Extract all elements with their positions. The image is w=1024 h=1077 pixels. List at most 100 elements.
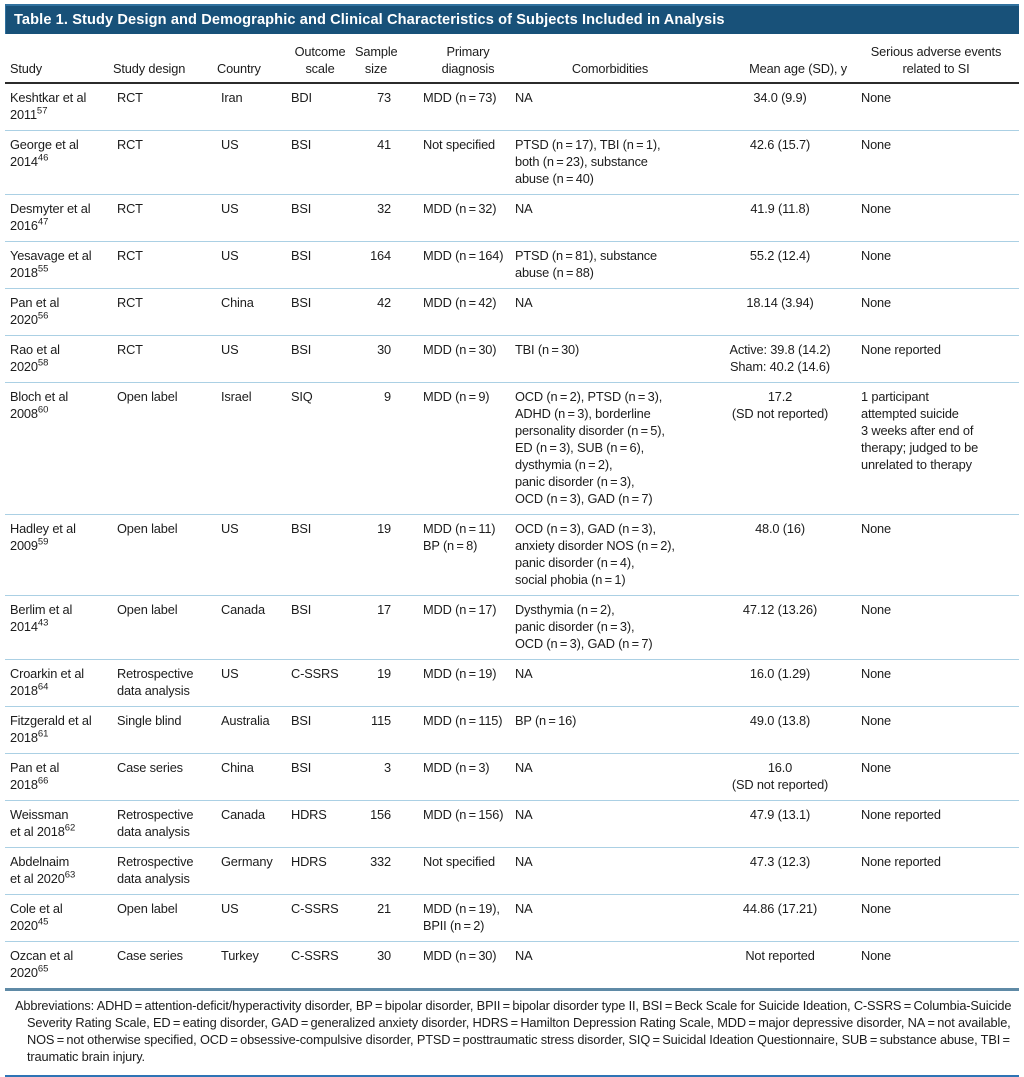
study-name: Yesavage et al 2018 [10, 248, 92, 280]
cell-mean-age: 48.0 (16) [707, 514, 855, 596]
cell-study-design: Retrospective data analysis [113, 800, 217, 848]
cell-comorbidities: NA [515, 659, 707, 707]
cell-mean-age: 44.86 (17.21) [707, 894, 855, 942]
cell-country: Turkey [217, 941, 287, 988]
reference-superscript: 64 [37, 681, 49, 693]
reference-superscript: 62 [64, 822, 76, 834]
cell-study: Desmyter et al 201647 [5, 194, 113, 242]
table-header: Study Study design Country Outcome scale… [5, 34, 1019, 84]
cell-country: US [217, 894, 287, 942]
column-header-country: Country [217, 34, 287, 84]
cell-outcome-scale: SIQ [287, 382, 355, 515]
cell-primary-diagnosis: MDD (n = 42) [399, 288, 515, 336]
cell-country: Canada [217, 800, 287, 848]
cell-comorbidities: NA [515, 194, 707, 242]
table-row: Fitzgerald et al 201861 Single blind Aus… [5, 706, 1019, 754]
study-name: Pan et al 2018 [10, 760, 60, 792]
cell-outcome-scale: BSI [287, 706, 355, 754]
cell-outcome-scale: BSI [287, 241, 355, 289]
study-characteristics-table: Study Study design Country Outcome scale… [5, 34, 1019, 988]
cell-sample-size: 3 [355, 753, 399, 801]
cell-study-design: Open label [113, 894, 217, 942]
cell-adverse-events: None reported [855, 335, 1019, 383]
cell-primary-diagnosis: MDD (n = 19), BPII (n = 2) [399, 894, 515, 942]
cell-adverse-events: None [855, 659, 1019, 707]
study-name: Weissman et al 2018 [10, 807, 69, 839]
cell-primary-diagnosis: MDD (n = 3) [399, 753, 515, 801]
reference-superscript: 47 [37, 216, 49, 228]
reference-superscript: 46 [37, 152, 49, 164]
reference-superscript: 56 [37, 310, 49, 322]
cell-study-design: Case series [113, 753, 217, 801]
cell-country: Iran [221, 90, 243, 105]
cell-adverse-events: None [855, 288, 1019, 336]
cell-outcome-scale: BSI [287, 194, 355, 242]
cell-study-design: Single blind [113, 706, 217, 754]
table-row: George et al 201446 RCT US BSI 41 Not sp… [5, 130, 1019, 195]
cell-study: Fitzgerald et al 201861 [5, 706, 113, 754]
cell-study-design: Retrospective data analysis [113, 847, 217, 895]
cell-study: Abdelnaim et al 202063 [5, 847, 113, 895]
table-row: Abdelnaim et al 202063 Retrospective dat… [5, 847, 1019, 895]
column-header-primary-diagnosis: Primary diagnosis [399, 34, 515, 84]
column-header-comorbidities: Comorbidities [515, 34, 707, 84]
reference-superscript: 57 [36, 105, 48, 117]
table-row: Cole et al 202045 Open label US C-SSRS 2… [5, 894, 1019, 942]
study-name: Hadley et al 2009 [10, 521, 76, 553]
cell-mean-age: 41.9 (11.8) [707, 194, 855, 242]
column-header-sample-size: Sample size [355, 34, 399, 84]
cell-comorbidities: PTSD (n = 81), substance abuse (n = 88) [515, 241, 707, 289]
cell-sample-size: 21 [355, 894, 399, 942]
cell-primary-diagnosis: MDD (n = 17) [399, 595, 515, 660]
table-body: Keshtkar et al 201157 RCT Iran BDI 73 MD… [5, 83, 1019, 988]
cell-adverse-events: None [855, 894, 1019, 942]
cell-adverse-events: None [855, 514, 1019, 596]
cell-study: Weissman et al 201862 [5, 800, 113, 848]
cell-comorbidities: Dysthymia (n = 2), panic disorder (n = 3… [515, 595, 707, 660]
table-row: Yesavage et al 201855 RCT US BSI 164 MDD… [5, 241, 1019, 289]
cell-study: Hadley et al 200959 [5, 514, 113, 596]
column-header-mean-age: Mean age (SD), y [707, 34, 855, 84]
cell-sample-size: 9 [355, 382, 399, 515]
study-name: Pan et al 2020 [10, 295, 60, 327]
reference-superscript: 60 [37, 404, 49, 416]
cell-primary-diagnosis: MDD (n = 30) [399, 335, 515, 383]
cell-primary-diagnosis: MDD (n = 11) BP (n = 8) [399, 514, 515, 596]
cell-adverse-events: None [855, 194, 1019, 242]
table-row: Desmyter et al 201647 RCT US BSI 32 MDD … [5, 194, 1019, 242]
cell-adverse-events: None [855, 706, 1019, 754]
cell-country: US [217, 241, 287, 289]
study-name: Bloch et al 2008 [10, 389, 69, 421]
cell-comorbidities: OCD (n = 2), PTSD (n = 3), ADHD (n = 3),… [515, 382, 707, 515]
cell-mean-age: 34.0 (9.9) [753, 90, 807, 105]
cell-study-design: RCT [113, 130, 217, 195]
column-header-adverse-events: Serious adverse events related to SI [855, 34, 1019, 84]
cell-sample-size: 19 [355, 659, 399, 707]
study-name: George et al 2014 [10, 137, 79, 169]
cell-mean-age: 16.0 (1.29) [707, 659, 855, 707]
cell-comorbidities: TBI (n = 30) [515, 335, 707, 383]
cell-outcome-scale: C-SSRS [287, 894, 355, 942]
cell-outcome-scale: C-SSRS [287, 659, 355, 707]
table-row: Keshtkar et al 201157 RCT Iran BDI 73 MD… [5, 83, 1019, 131]
cell-outcome-scale: BSI [287, 514, 355, 596]
study-name: Croarkin et al 2018 [10, 666, 85, 698]
table-row: Pan et al 202056 RCT China BSI 42 MDD (n… [5, 288, 1019, 336]
cell-comorbidities: BP (n = 16) [515, 706, 707, 754]
cell-outcome-scale: C-SSRS [287, 941, 355, 988]
table-row: Hadley et al 200959 Open label US BSI 19… [5, 514, 1019, 596]
cell-adverse-events: None [855, 753, 1019, 801]
reference-superscript: 65 [37, 963, 49, 975]
cell-study: Cole et al 202045 [5, 894, 113, 942]
cell-country: US [217, 659, 287, 707]
cell-comorbidities: PTSD (n = 17), TBI (n = 1), both (n = 23… [515, 130, 707, 195]
cell-study: Ozcan et al 202065 [5, 941, 113, 988]
cell-study: Bloch et al 200860 [5, 382, 113, 515]
cell-sample-size: 30 [355, 941, 399, 988]
table-row: Berlim et al 201443 Open label Canada BS… [5, 595, 1019, 660]
cell-study-design: RCT [113, 335, 217, 383]
cell-country: Israel [217, 382, 287, 515]
reference-superscript: 45 [37, 916, 49, 928]
cell-comorbidities: NA [515, 800, 707, 848]
cell-sample-size: 42 [355, 288, 399, 336]
